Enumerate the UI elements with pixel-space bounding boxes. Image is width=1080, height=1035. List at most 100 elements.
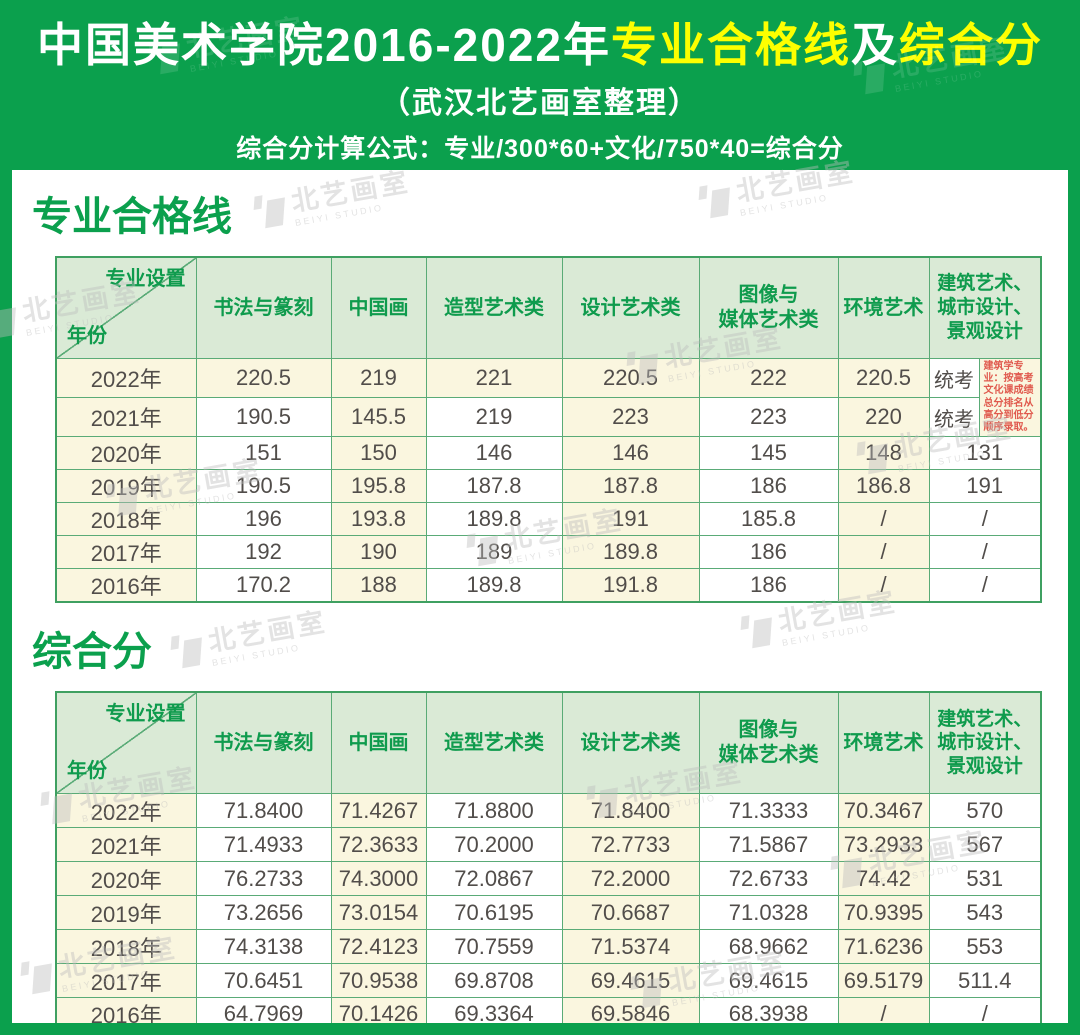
score-cell: 186 xyxy=(698,568,839,603)
score-cell: 71.8400 xyxy=(561,793,700,829)
score-cell: 190.5 xyxy=(195,397,332,438)
year-cell: 2020年 xyxy=(55,436,197,471)
corner-label-major: 专业设置 xyxy=(105,703,186,726)
score-cell: 74.3138 xyxy=(195,929,332,965)
score-cell: 146 xyxy=(561,436,700,471)
table-row: 2016年 64.7969 70.1426 69.3364 69.5846 68.3938… xyxy=(55,997,1042,1023)
composite-header-row: 专业设置 年份 书法与篆刻 中国画 造型艺术类 设计艺术类 图像与 媒体艺术类 … xyxy=(55,691,1042,795)
page-title: 中国美术学院2016-2022年专业合格线及综合分 xyxy=(0,0,1080,71)
corner-label-major: 专业设置 xyxy=(105,268,186,290)
column-header-plastic-arts: 造型艺术类 xyxy=(425,691,563,795)
score-cell: 187.8 xyxy=(425,469,563,504)
score-cell: 69.5846 xyxy=(561,997,700,1023)
column-header-chinese-painting: 中国画 xyxy=(330,691,427,795)
corner-label-year: 年份 xyxy=(67,325,107,347)
composite-score-formula: 综合分计算公式：专业/300*60+文化/750*40=综合分 xyxy=(236,134,844,163)
score-cell: 223 xyxy=(698,397,839,438)
table-row: 2018年 74.3138 72.4123 70.7559 71.5374 68.9662… xyxy=(55,929,1042,965)
score-cell: 170.2 xyxy=(195,568,332,603)
score-cell: 72.6733 xyxy=(698,861,839,897)
table-row: 2019年 190.5 195.8 187.8 187.8 186 186.8 191 xyxy=(55,469,1042,504)
score-cell: 71.4267 xyxy=(330,793,427,829)
score-cell: 131 xyxy=(928,436,1042,471)
title-passline-segment: 专业合格线 xyxy=(610,19,851,71)
table-row: 2017年 70.6451 70.9538 69.8708 69.4615 69.4615… xyxy=(55,963,1042,999)
banner: 中国美术学院2016-2022年专业合格线及综合分 （武汉北艺画室整理） 综合分… xyxy=(0,0,1080,170)
score-cell: 71.0328 xyxy=(698,895,839,931)
score-cell: 186.8 xyxy=(837,469,930,504)
score-cell: 71.5867 xyxy=(698,827,839,863)
score-cell: 71.5374 xyxy=(561,929,700,965)
table-row: 2022年 71.8400 71.4267 71.8800 71.8400 71.3333… xyxy=(55,793,1042,829)
column-header-chinese-painting: 中国画 xyxy=(330,256,427,359)
score-cell: 64.7969 xyxy=(195,997,332,1023)
score-cell: 72.7733 xyxy=(561,827,700,863)
year-cell: 2019年 xyxy=(55,895,197,931)
score-cell: 553 xyxy=(928,929,1042,965)
score-cell: 70.7559 xyxy=(425,929,563,965)
column-header-design-arts: 设计艺术类 xyxy=(561,691,700,795)
score-cell: 221 xyxy=(425,357,563,399)
score-cell: 220.5 xyxy=(837,357,930,399)
score-cell: 70.6687 xyxy=(561,895,700,931)
score-cell: 189.8 xyxy=(425,568,563,603)
year-cell: 2020年 xyxy=(55,861,197,897)
score-cell: 511.4 xyxy=(928,963,1042,999)
column-header-environment-art: 环境艺术 xyxy=(837,256,930,359)
year-cell: 2016年 xyxy=(55,568,197,603)
score-cell: 68.3938 xyxy=(698,997,839,1023)
section-title-pass-line: 专业合格线 xyxy=(32,195,232,239)
score-cell: / xyxy=(928,997,1042,1023)
score-cell: 72.3633 xyxy=(330,827,427,863)
corner-label-year: 年份 xyxy=(67,760,107,783)
score-cell: 146 xyxy=(425,436,563,471)
score-cell: / xyxy=(928,502,1042,537)
score-cell: 76.2733 xyxy=(195,861,332,897)
score-cell: 68.9662 xyxy=(698,929,839,965)
year-cell: 2021年 xyxy=(55,397,197,438)
column-header-architecture: 建筑艺术、 城市设计、 景观设计 xyxy=(928,256,1042,359)
score-cell: 191.8 xyxy=(561,568,700,603)
score-cell: 69.4615 xyxy=(698,963,839,999)
score-cell: 69.3364 xyxy=(425,997,563,1023)
corner-header-cell: 专业设置 年份 xyxy=(55,691,197,795)
pass-line-header-row: 专业设置 年份 书法与篆刻 中国画 造型艺术类 设计艺术类 图像与 媒体艺术类 … xyxy=(55,256,1042,359)
table-row: 2022年 220.5 219 221 220.5 222 220.5 统考 建筑学专业：按高考… xyxy=(55,357,1042,438)
content-area: 专业合格线 专业设置 年份 书法与篆刻 中国画 造型艺术类 设计艺术类 图 xyxy=(12,170,1068,1023)
title-composite-segment: 综合分 xyxy=(898,19,1043,71)
score-cell: 191 xyxy=(561,502,700,537)
score-cell: 70.1426 xyxy=(330,997,427,1023)
score-cell: 70.6195 xyxy=(425,895,563,931)
score-cell: 219 xyxy=(330,357,427,399)
score-cell: 70.9395 xyxy=(837,895,930,931)
score-cell: 531 xyxy=(928,861,1042,897)
column-header-architecture: 建筑艺术、 城市设计、 景观设计 xyxy=(928,691,1042,795)
table-row: 2019年 73.2656 73.0154 70.6195 70.6687 71.0328… xyxy=(55,895,1042,931)
score-cell: 72.0867 xyxy=(425,861,563,897)
score-cell: 187.8 xyxy=(561,469,700,504)
year-cell: 2018年 xyxy=(55,502,197,537)
column-header-plastic-arts: 造型艺术类 xyxy=(425,256,563,359)
year-cell: 2019年 xyxy=(55,469,197,504)
score-cell: 150 xyxy=(330,436,427,471)
score-cell: 570 xyxy=(928,793,1042,829)
score-cell: 186 xyxy=(698,535,839,570)
score-cell: 190 xyxy=(330,535,427,570)
table-row: 2017年 192 190 189 189.8 186// xyxy=(55,535,1042,570)
score-cell: / xyxy=(837,502,930,537)
score-cell: 70.3467 xyxy=(837,793,930,829)
score-cell: 70.6451 xyxy=(195,963,332,999)
score-cell: 186 xyxy=(698,469,839,504)
score-cell: 72.2000 xyxy=(561,861,700,897)
score-cell: 70.2000 xyxy=(425,827,563,863)
score-cell: 71.8400 xyxy=(195,793,332,829)
score-cell: 74.42 xyxy=(837,861,930,897)
score-cell: 196 xyxy=(195,502,332,537)
score-cell: / xyxy=(837,535,930,570)
pass-line-table: 专业设置 年份 书法与篆刻 中国画 造型艺术类 设计艺术类 图像与 媒体艺术类 … xyxy=(55,256,1042,604)
column-header-calligraphy: 书法与篆刻 xyxy=(195,691,332,795)
year-cell: 2022年 xyxy=(55,793,197,829)
score-cell: 567 xyxy=(928,827,1042,863)
score-cell: / xyxy=(928,568,1042,603)
score-cell: 189.8 xyxy=(561,535,700,570)
